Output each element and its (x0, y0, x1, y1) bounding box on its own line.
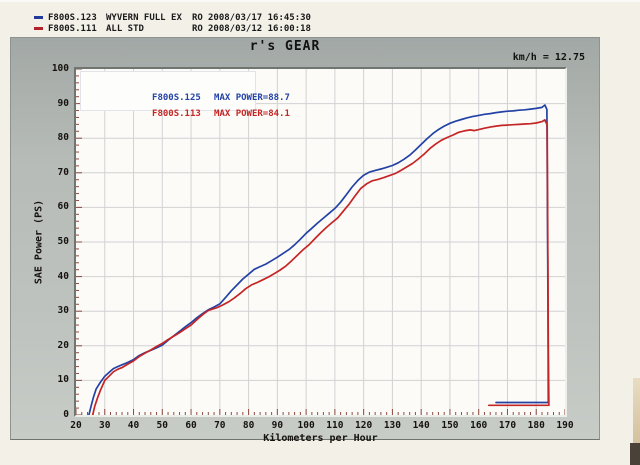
y-tick-label: 80 (57, 132, 69, 144)
x-tick-label: 40 (127, 420, 140, 431)
x-tick-label: 50 (156, 420, 169, 431)
x-tick-label: 20 (70, 420, 82, 431)
x-axis-title: Kilometers per Hour (263, 433, 378, 444)
y-tick-label: 90 (57, 97, 69, 109)
legend-entry: F800S.125 MAX POWER=88.7 (87, 76, 290, 103)
run-name: F800S.123 (48, 12, 97, 23)
x-tick-label: 80 (242, 420, 255, 431)
y-axis-title: SAE Power (PS) (33, 199, 45, 285)
x-tick-label: 70 (214, 420, 226, 431)
run-datetime: 2008/03/17 16:45:30 (208, 12, 311, 23)
x-tick-label: 190 (556, 420, 574, 431)
scan-edge-top (0, 0, 640, 2)
y-tick-label: 60 (57, 201, 69, 213)
x-tick-label: 120 (355, 420, 373, 431)
x-tick-label: 100 (297, 420, 315, 431)
x-tick-label: 170 (498, 420, 517, 431)
run-color-marker-icon (34, 16, 43, 19)
scan-edge-right (633, 378, 640, 465)
y-tick-label: 10 (57, 374, 69, 386)
scan-edge-corner (630, 443, 640, 465)
y-tick-label: 50 (57, 236, 69, 247)
legend-entry: F800S.113 MAX POWER=84.1 (87, 92, 290, 119)
x-tick-label: 150 (441, 420, 459, 431)
chart-legend: F800S.125 MAX POWER=88.7 F800S.113 MAX POW… (80, 71, 290, 119)
app-title: r's GEAR (249, 39, 321, 54)
run-name: F800S.111 (48, 23, 97, 34)
x-tick-label: 60 (185, 420, 197, 431)
run-info-row: F800S.111 ALL STD RO 2008/03/12 16:00:18 (34, 23, 454, 34)
x-tick-label: 140 (412, 420, 430, 431)
x-tick-label: 110 (326, 420, 344, 431)
run-ro: RO (192, 12, 203, 23)
y-tick-label: 20 (57, 339, 69, 351)
x-tick-label: 30 (99, 420, 111, 431)
dyno-panel: r's GEAR km/h = 12.75 F800S.125 MAX POWER… (10, 37, 600, 444)
plot-area: F800S.125 MAX POWER=88.7 F800S.113 MAX POW… (76, 69, 565, 415)
y-tick-label: 0 (63, 409, 69, 420)
power-curve-chart (76, 69, 565, 415)
run-spec: ALL STD (106, 23, 144, 34)
y-tick-label: 100 (51, 63, 69, 74)
plot-frame: F800S.125 MAX POWER=88.7 F800S.113 MAX POW… (74, 67, 567, 417)
y-tick-label: 40 (57, 270, 69, 282)
legend-series-name: F800S.125 (152, 93, 201, 103)
x-tick-label: 130 (383, 420, 401, 431)
run-ro: RO (192, 23, 203, 34)
x-tick-label: 90 (271, 420, 284, 431)
speed-ratio-label: km/h = 12.75 (512, 52, 585, 63)
y-tick-label: 30 (57, 305, 69, 317)
run-datetime: 2008/03/12 16:00:18 (208, 23, 311, 34)
legend-series-name: F800S.113 (152, 109, 201, 119)
x-tick-label: 180 (527, 420, 545, 431)
run-color-marker-icon (34, 27, 43, 30)
run-info-row: F800S.123 WYVERN FULL EX RO 2008/03/17 1… (34, 12, 454, 23)
run-spec: WYVERN FULL EX (106, 12, 182, 23)
x-tick-label: 160 (470, 420, 488, 431)
legend-max-power: MAX POWER=88.7 (214, 93, 290, 103)
y-tick-label: 70 (57, 166, 69, 178)
run-info-header: F800S.123 WYVERN FULL EX RO 2008/03/17 1… (34, 12, 454, 34)
legend-max-power: MAX POWER=84.1 (214, 109, 290, 119)
